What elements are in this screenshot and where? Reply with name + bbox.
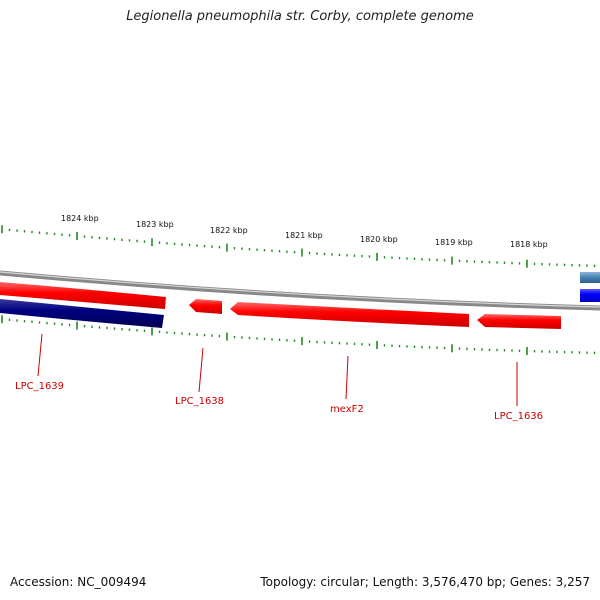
outer-scale-ticks: [1, 225, 596, 268]
map-title: Legionella pneumophila str. Corby, compl…: [126, 9, 474, 24]
scale-label-1822: 1822 kbp: [210, 226, 248, 235]
scale-label-1820: 1820 kbp: [360, 235, 398, 244]
gene-label-mexf2[interactable]: mexF2: [330, 404, 364, 415]
genome-backbone-highlight: [0, 271, 600, 308]
leader-lpc-1638: [198, 347, 204, 393]
accession-text: Accession: NC_009494: [10, 575, 147, 589]
gene-steelblue[interactable]: [580, 272, 600, 283]
gene-lpc-1639[interactable]: [0, 282, 166, 309]
gene-mexf2[interactable]: [230, 302, 469, 327]
scale-label-1821: 1821 kbp: [285, 231, 323, 240]
genome-summary-text: Topology: circular; Length: 3,576,470 bp…: [260, 575, 590, 589]
scale-label-1823: 1823 kbp: [136, 220, 174, 229]
scale-label-1819: 1819 kbp: [435, 238, 473, 247]
leader-lpc-1639: [37, 333, 43, 377]
gene-label-lpc-1639[interactable]: LPC_1639: [15, 381, 64, 392]
gene-lpc-1638[interactable]: [189, 299, 222, 314]
genome-backbone: [0, 270, 600, 311]
gene-label-lpc-1636[interactable]: LPC_1636: [494, 411, 543, 422]
leader-mexf2: [345, 355, 349, 400]
gene-lpc-1636[interactable]: [477, 314, 561, 329]
gene-reverse-blue[interactable]: [580, 289, 600, 302]
scale-label-1824: 1824 kbp: [61, 214, 99, 223]
scale-label-1818: 1818 kbp: [510, 240, 548, 249]
inner-scale-ticks: [1, 315, 596, 355]
gene-reverse-navy[interactable]: [0, 299, 164, 328]
gene-label-lpc-1638[interactable]: LPC_1638: [175, 396, 224, 407]
